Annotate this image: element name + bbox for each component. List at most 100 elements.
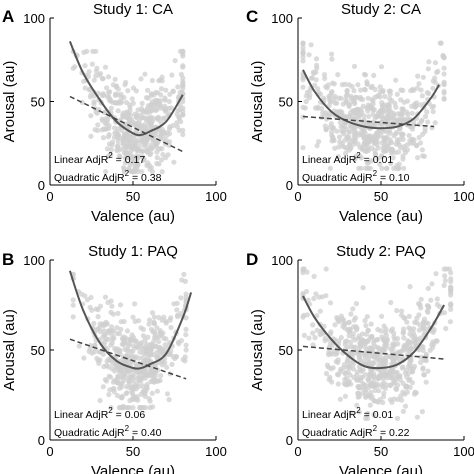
scatter-point	[393, 376, 399, 382]
scatter-point	[124, 137, 130, 143]
y-tick-label: 100	[271, 253, 293, 268]
scatter-point	[430, 339, 436, 345]
scatter-point	[376, 388, 382, 394]
scatter-point	[108, 298, 114, 304]
scatter-point	[401, 165, 407, 171]
scatter-point	[379, 313, 385, 319]
scatter-point	[323, 127, 329, 133]
scatter-point	[330, 365, 336, 371]
scatter-point	[300, 45, 306, 51]
scatter-point	[329, 129, 335, 135]
scatter-point	[406, 313, 412, 319]
scatter-point	[134, 166, 140, 172]
scatter-point	[432, 75, 438, 81]
scatter-point	[322, 75, 328, 81]
panel-letter: D	[246, 250, 258, 269]
scatter-point	[140, 326, 146, 332]
scatter-point	[374, 354, 380, 360]
scatter-point	[153, 107, 160, 113]
scatter-point	[363, 393, 369, 399]
scatter-point	[110, 328, 116, 334]
scatter-point	[393, 77, 399, 83]
scatter-point	[335, 154, 341, 160]
scatter-point	[369, 83, 375, 89]
scatter-point	[368, 321, 374, 327]
scatter-point	[411, 137, 417, 143]
scatter-point	[394, 369, 400, 375]
linear-adjr2-annotation-superscript: 2	[108, 406, 113, 415]
scatter-point	[126, 379, 132, 385]
linear-adjr2-annotation-superscript: 2	[356, 151, 361, 160]
scatter-point	[388, 328, 394, 334]
scatter-point	[448, 279, 454, 285]
scatter-point	[365, 356, 371, 362]
scatter-point	[342, 124, 348, 130]
scatter-point	[117, 385, 123, 391]
scatter-point	[401, 116, 407, 122]
scatter-point	[79, 99, 85, 105]
scatter-point	[114, 325, 120, 331]
scatter-point	[105, 153, 111, 159]
scatter-point	[350, 306, 356, 312]
scatter-point	[70, 297, 76, 303]
scatter-point	[91, 77, 97, 83]
scatter-point	[306, 52, 312, 58]
scatter-point	[397, 373, 403, 379]
scatter-point	[130, 378, 136, 384]
scatter-point	[383, 332, 389, 338]
scatter-point	[418, 354, 424, 360]
x-axis-label: Valence (au)	[339, 208, 423, 225]
scatter-point	[126, 142, 132, 148]
scatter-point	[303, 98, 309, 105]
x-tick-label: 100	[205, 189, 227, 204]
linear-adjr2-annotation-value: = 0.17	[113, 154, 146, 166]
scatter-point	[138, 391, 144, 397]
scatter-point	[369, 145, 375, 151]
scatter-point	[326, 102, 332, 109]
scatter-point	[328, 90, 334, 96]
scatter-point	[340, 317, 347, 323]
scatter-point	[97, 71, 104, 77]
scatter-point	[347, 129, 353, 135]
scatter-point	[417, 102, 424, 108]
scatter-point	[145, 349, 151, 355]
scatter-point	[378, 64, 385, 70]
scatter-point	[124, 131, 130, 138]
scatter-point	[442, 273, 448, 279]
scatter-point	[354, 372, 360, 378]
scatter-point	[375, 375, 382, 381]
scatter-point	[370, 374, 376, 380]
scatter-point	[442, 278, 448, 284]
scatter-point	[101, 126, 107, 132]
quadratic-adjr2-annotation: Quadratic AdjR2 = 0.38	[54, 169, 162, 184]
scatter-point	[106, 89, 112, 95]
scatter-point	[399, 397, 405, 403]
scatter-point	[133, 354, 139, 360]
scatter-point	[150, 138, 156, 144]
y-tick-label: 50	[31, 95, 45, 110]
scatter-point	[347, 141, 353, 147]
scatter-point	[348, 95, 354, 102]
scatter-point	[148, 378, 154, 385]
scatter-point	[377, 161, 383, 167]
scatter-point	[180, 80, 186, 86]
linear-adjr2-annotation-value: = 0.06	[113, 409, 146, 421]
scatter-point	[441, 88, 447, 94]
scatter-point	[140, 383, 146, 389]
scatter-point	[130, 314, 136, 320]
scatter-point	[355, 394, 361, 400]
scatter-point	[332, 93, 338, 99]
scatter-point	[344, 338, 350, 344]
scatter-point	[321, 72, 328, 78]
scatter-point	[424, 109, 430, 115]
scatter-point	[438, 40, 444, 46]
scatter-point	[92, 127, 98, 133]
scatter-point	[128, 117, 135, 123]
scatter-point	[390, 155, 396, 161]
scatter-point	[110, 139, 116, 145]
scatter-point	[320, 110, 326, 116]
scatter-point	[401, 326, 407, 332]
scatter-point	[425, 119, 431, 125]
scatter-point	[391, 396, 397, 402]
scatter-point	[342, 376, 348, 382]
